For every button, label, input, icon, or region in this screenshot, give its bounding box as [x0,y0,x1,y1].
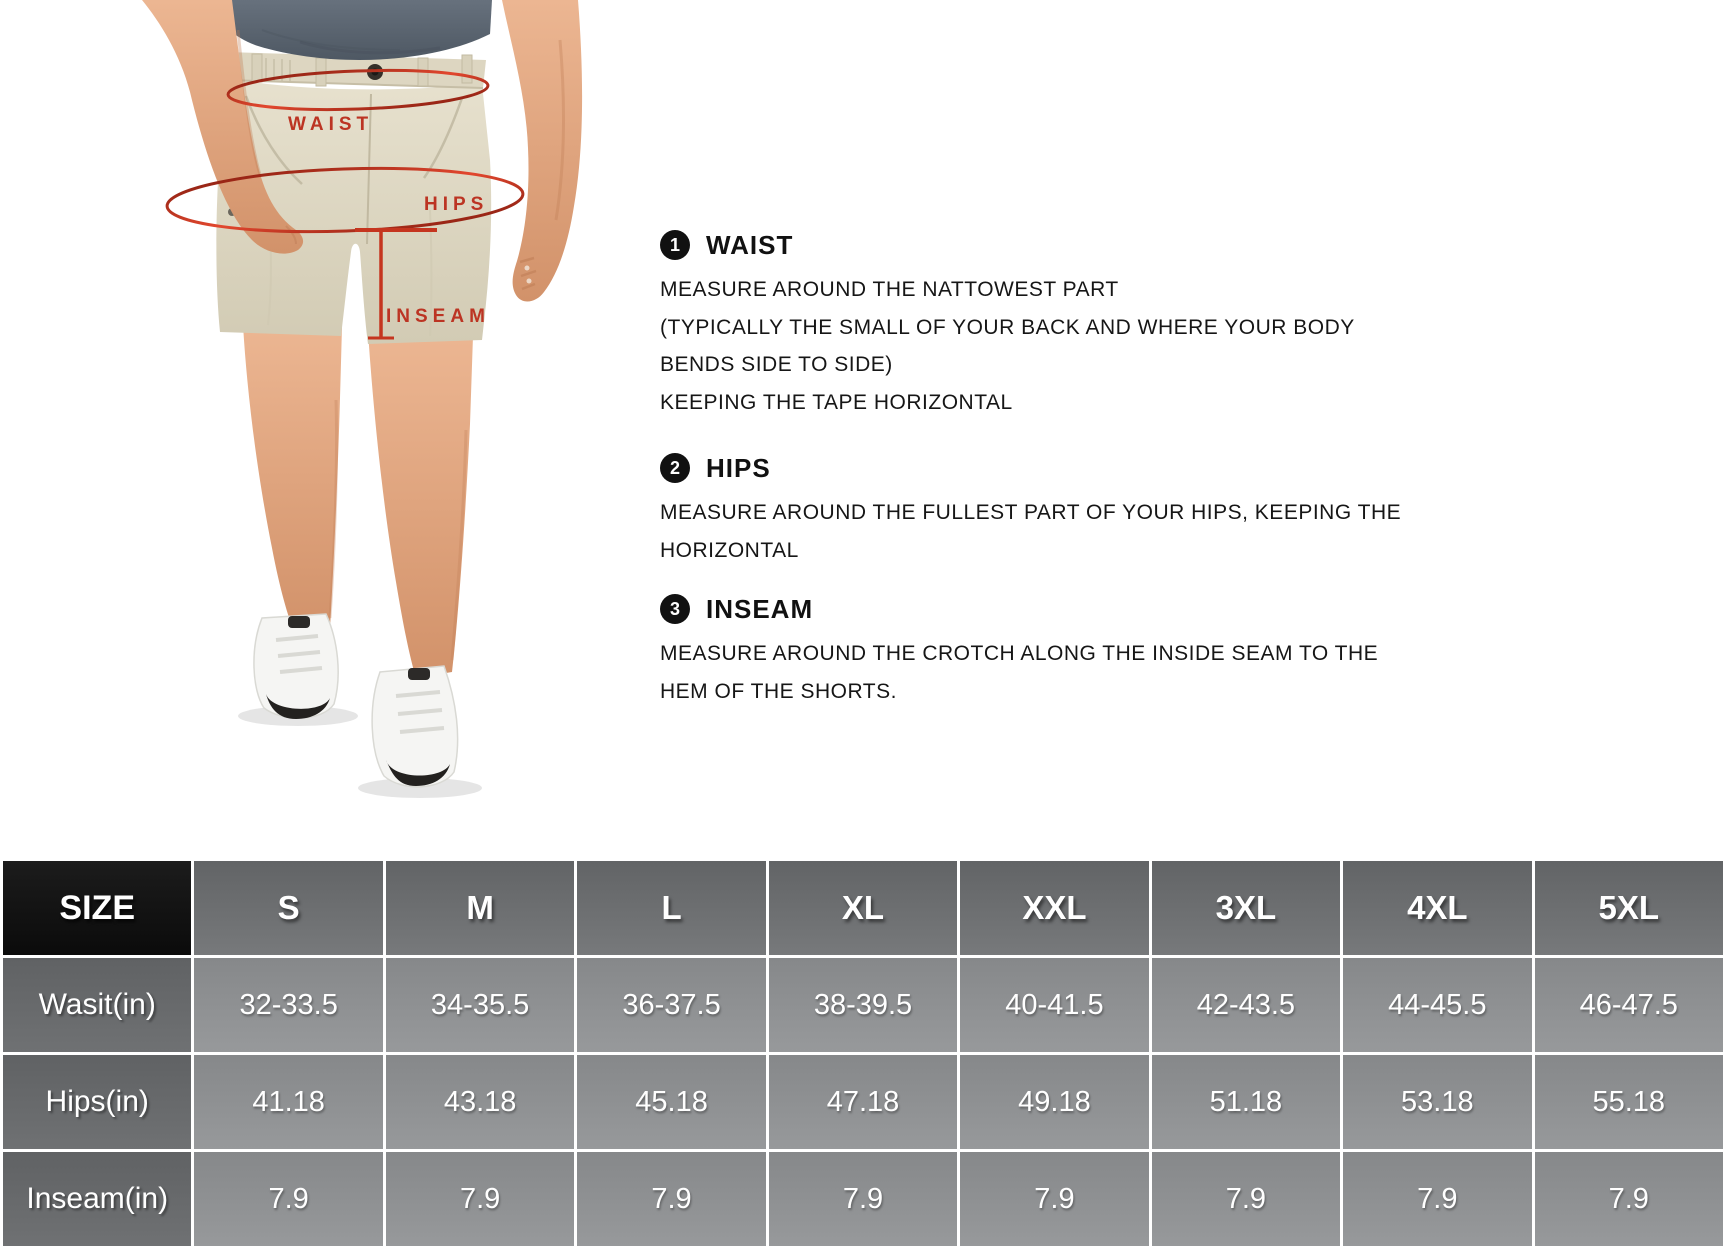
size-table: SIZE S M L XL XXL 3XL 4XL 5XL Wasit(in) 32-33.5 34-… [0,858,1723,1246]
shoe-shadow [358,778,482,798]
instruction-line: MEASURE AROUND THE CROTCH ALONG THE INSI… [660,642,1379,665]
size-column-header: S [194,861,383,955]
instruction-inseam: 3 INSEAM MEASURE AROUND THE CROTCH ALONG… [660,592,1378,710]
instruction-hips-title: HIPS [706,452,771,483]
step-3-badge: 3 [660,594,690,624]
size-table-value-cell: 34-35.5 [385,958,575,1052]
size-table-value-cell: 53.18 [1343,1055,1532,1149]
measurement-overlays: WAIST HIPS INSEAM [165,68,525,340]
instruction-waist-title: WAIST [706,229,794,260]
instruction-line: HEM OF THE SHORTS. [660,679,897,703]
size-table-value-cell: 47.18 [768,1055,958,1149]
size-table-row-label: Inseam(in) [3,1152,192,1246]
size-table-value-cell: 7.9 [1151,1152,1341,1246]
size-column-header: L [577,861,766,955]
size-table-value-cell: 7.9 [960,1152,1149,1246]
right-shoe [371,665,459,788]
size-table-value-cell: 51.18 [1151,1055,1341,1149]
model-illustration: WAIST HIPS INSEAM [142,0,583,798]
hips-ellipse [165,166,525,234]
size-column-header: M [385,861,575,955]
size-column-header: XXL [960,861,1149,955]
arms [142,0,583,302]
size-table-value-cell: 7.9 [1534,1152,1723,1246]
step-2-badge: 2 [660,453,690,483]
instruction-inseam-title: INSEAM [706,593,814,624]
waist-figure-label: WAIST [288,114,373,135]
size-column-header: 3XL [1151,861,1341,955]
size-table-value-cell: 42-43.5 [1151,958,1341,1052]
instruction-line: MEASURE AROUND THE FULLEST PART OF YOUR … [660,501,1402,524]
hips-figure-label: HIPS [424,194,488,215]
model-photo: WAIST HIPS INSEAM [0,0,600,850]
size-column-header: 5XL [1534,861,1723,955]
instruction-waist: 1 WAIST MEASURE AROUND THE NATTOWEST PAR… [660,228,1355,421]
size-table-value-cell: 44-45.5 [1343,958,1532,1052]
instruction-line: HORIZONTAL [660,538,799,562]
size-table-corner-header: SIZE [3,861,192,955]
waist-ellipse [226,68,490,112]
step-1-badge: 1 [660,230,690,260]
size-column-header: XL [768,861,958,955]
size-table-value-cell: 7.9 [385,1152,575,1246]
size-table-row-label: Hips(in) [3,1055,192,1149]
size-table-value-cell: 55.18 [1534,1055,1723,1149]
size-table-row-label: Wasit(in) [3,958,192,1052]
instruction-line: BENDS SIDE TO SIDE) [660,353,893,376]
size-table-value-cell: 41.18 [194,1055,383,1149]
size-table-value-cell: 40-41.5 [960,958,1149,1052]
size-table-value-cell: 7.9 [194,1152,383,1246]
size-table-value-cell: 7.9 [768,1152,958,1246]
instruction-line: (TYPICALLY THE SMALL OF YOUR BACK AND WH… [660,315,1355,339]
instruction-line: MEASURE AROUND THE NATTOWEST PART [660,278,1119,301]
size-table-value-cell: 38-39.5 [768,958,958,1052]
size-table-value-cell: 43.18 [385,1055,575,1149]
size-column-header: 4XL [1343,861,1532,955]
instruction-line: KEEPING THE TAPE HORIZONTAL [660,390,1013,414]
size-table-value-cell: 7.9 [577,1152,766,1246]
instruction-hips: 2 HIPS MEASURE AROUND THE FULLEST PART O… [660,451,1401,569]
size-table-value-cell: 36-37.5 [577,958,766,1052]
size-table-value-cell: 46-47.5 [1534,958,1723,1052]
size-table-value-cell: 7.9 [1343,1152,1532,1246]
inseam-figure-label: INSEAM [386,306,490,327]
size-table-value-cell: 49.18 [960,1055,1149,1149]
shirt [210,0,492,60]
size-table-value-cell: 45.18 [577,1055,766,1149]
legs [243,325,473,678]
size-table-value-cell: 32-33.5 [194,958,383,1052]
left-shoe [253,613,339,719]
